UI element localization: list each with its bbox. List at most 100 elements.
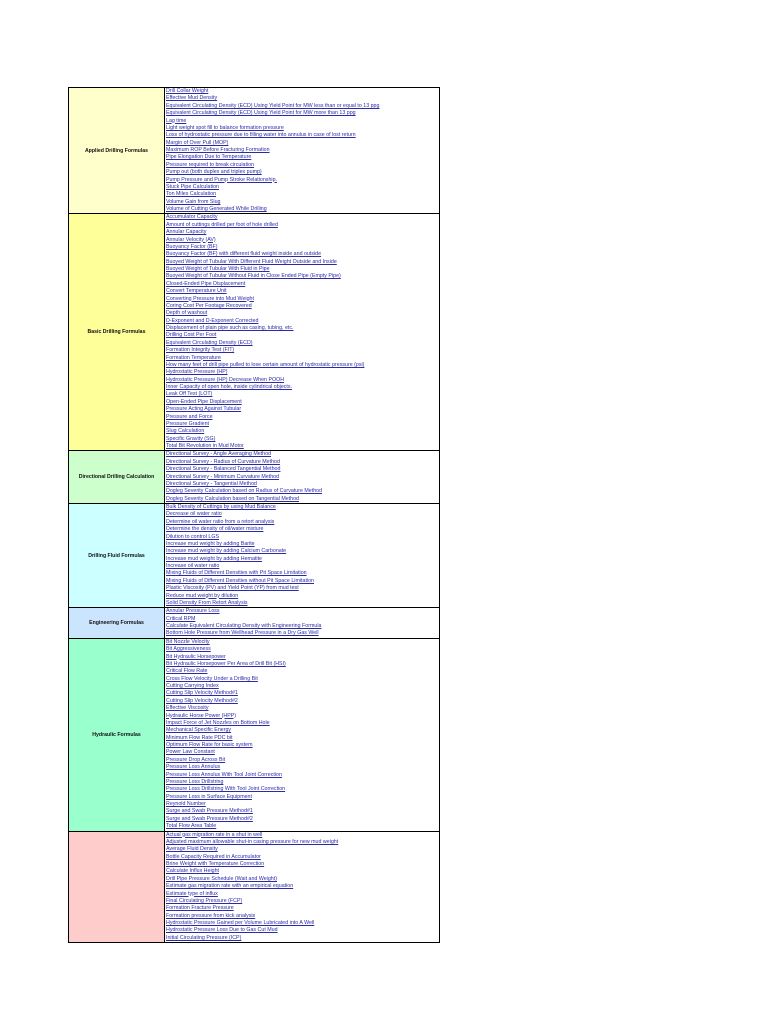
formula-link[interactable]: Critical Flow Rate <box>166 668 208 675</box>
formula-link[interactable]: Margin of Over Pull (MOP) <box>166 139 229 146</box>
formula-link[interactable]: Accumulator Capacity <box>166 214 218 221</box>
formula-link[interactable]: Estimate gas migration rate with an empi… <box>166 883 294 890</box>
formula-link[interactable]: Pressure Loss Drillstring <box>166 778 224 785</box>
formula-link[interactable]: Surge and Swab Pressure Method#2 <box>166 815 253 822</box>
formula-link[interactable]: Actual gas migration rate in a shut in w… <box>166 831 263 838</box>
formula-link[interactable]: Displacement of plain pipe such as casin… <box>166 325 294 331</box>
formula-link[interactable]: Mixing Fluids of Different Densities wit… <box>166 570 307 577</box>
formula-link[interactable]: Annular Capacity <box>166 229 207 236</box>
formula-link[interactable]: Cutting Carrying Index <box>166 683 219 689</box>
formula-link[interactable]: Buoyancy Factor (BF) <box>166 243 218 250</box>
formula-link[interactable]: Ton Miles Calculation <box>166 191 217 198</box>
formula-link[interactable]: Hydrostatic Pressure (HP) <box>166 369 228 376</box>
formula-link[interactable]: How many feet of drill pipe pulled to lo… <box>166 361 365 368</box>
formula-link[interactable]: Drill Pipe Pressure Schedule (Wait and W… <box>166 875 277 882</box>
formula-link[interactable]: Pressure required to break circulation <box>166 161 255 168</box>
formula-link[interactable]: Directional Survey - Radius of Curvature… <box>166 458 280 465</box>
formula-link[interactable]: Formation Integrity Test (FIT) <box>166 347 235 354</box>
formula-link[interactable]: Pipe Elongation Due to Temperature <box>166 154 252 161</box>
formula-link[interactable]: Amount of cuttings drilled per foot of h… <box>166 221 278 228</box>
formula-link[interactable]: Bit Nozzle Velocity <box>166 638 210 645</box>
formula-link[interactable]: Increase mud weight by adding Barite <box>166 540 255 547</box>
formula-link[interactable]: Initial Circulating Pressure (ICP) <box>166 934 242 941</box>
formula-link[interactable]: Effective Mud Density <box>166 95 218 102</box>
formula-link[interactable]: Buoyed Weight of Tubular Without Fluid i… <box>166 273 341 280</box>
formula-link[interactable]: Power Law Constant <box>166 749 215 756</box>
formula-link[interactable]: Depth of washout <box>166 310 208 317</box>
formula-link[interactable]: Annular Velocity (AV) <box>166 236 216 243</box>
formula-link[interactable]: Formation Fracture Pressure <box>166 905 234 912</box>
formula-link[interactable]: Volume of Cutting Generated While Drilli… <box>166 206 267 212</box>
formula-link[interactable]: Final Circulating Pressure (FCP) <box>166 897 243 904</box>
formula-link[interactable]: Directional Survey - Minimum Curvature M… <box>166 473 280 480</box>
formula-link[interactable]: Directional Survey - Balanced Tangential… <box>166 466 281 473</box>
formula-link[interactable]: Reduce mud weight by dilution <box>166 592 239 599</box>
formula-link[interactable]: Brine Weight with Temperature Correction <box>166 861 265 867</box>
formula-link[interactable]: Surge and Swab Pressure Method#1 <box>166 808 253 815</box>
formula-link[interactable]: Effective Viscosity <box>166 705 209 712</box>
formula-link[interactable]: Bit Aggressiveness <box>166 646 211 653</box>
formula-link[interactable]: Determine oil water ratio from a retort … <box>166 518 275 525</box>
formula-link[interactable]: Determine the density of oil/water mixtu… <box>166 526 264 533</box>
formula-link[interactable]: Solid Density From Retort Analysis <box>166 599 248 606</box>
formula-link[interactable]: Closed-Ended Pipe Displacement <box>166 280 246 287</box>
formula-link[interactable]: Maximum ROP Before Fracturing Formation <box>166 147 270 153</box>
formula-link[interactable]: Hydrostatic Pressure Loss Due to Gas Cut… <box>166 927 278 934</box>
formula-link[interactable]: Buoyed Weight of Tubular With Fluid in P… <box>166 266 270 272</box>
formula-link[interactable]: Bit Hydraulic Horsepower Per Area of Dri… <box>166 660 286 667</box>
formula-link[interactable]: Decrease oil water ratio <box>166 511 222 518</box>
formula-link[interactable]: Buoyancy Factor (BF) with different flui… <box>166 251 322 258</box>
formula-link[interactable]: Bulk Density of Cuttings by using Mud Ba… <box>166 504 276 510</box>
formula-link[interactable]: Leak Off Test (LOT) <box>166 391 213 398</box>
formula-link[interactable]: Pressure Loss in Surface Equipment <box>166 793 252 800</box>
formula-link[interactable]: Calculate Equivalent Circulating Density… <box>166 623 322 629</box>
formula-link[interactable]: Pressure Loss Drillstring With Tool Join… <box>166 786 286 793</box>
formula-link[interactable]: Total Flow Area Table <box>166 823 217 830</box>
formula-link[interactable]: Increase oil water ratio <box>166 563 220 569</box>
formula-link[interactable]: Buoyed Weight of Tubular With Different … <box>166 258 337 265</box>
formula-link[interactable]: Annular Pressure Loss <box>166 608 220 615</box>
formula-link[interactable]: Pressure Loss Annulus <box>166 764 221 771</box>
formula-link[interactable]: Inner Capacity of open hole, inside cyli… <box>166 384 293 390</box>
formula-link[interactable]: Pressure Gradient <box>166 420 209 427</box>
formula-link[interactable]: Pressure Drop Across Bit <box>166 756 226 763</box>
formula-link[interactable]: Slug Calculation <box>166 428 205 435</box>
formula-link[interactable]: Impact Force of Jet Nozzles on Bottom Ho… <box>166 719 270 726</box>
formula-link[interactable]: Drilling Cost Per Foot <box>166 332 217 339</box>
formula-link[interactable]: Pressure and Force <box>166 413 213 420</box>
formula-link[interactable]: Bottom Hole Pressure from Wellhead Press… <box>166 630 319 637</box>
formula-link[interactable]: Pump out (both duplex and triplex pump) <box>166 169 262 176</box>
formula-link[interactable]: Open-Ended Pipe Displacement <box>166 398 242 405</box>
formula-link[interactable]: Lag time <box>166 117 187 124</box>
formula-link[interactable]: Converting Pressure into Mud Weight <box>166 295 254 302</box>
formula-link[interactable]: Dilution to control LGS <box>166 533 219 540</box>
formula-link[interactable]: Cross Flow Velocity Under a Drilling Bit <box>166 675 258 682</box>
formula-link[interactable]: Cutting Slip Velocity Method#1 <box>166 690 238 697</box>
formula-link[interactable]: Equivalent Circulating Density (ECD) Usi… <box>166 102 380 109</box>
formula-link[interactable]: Stuck Pipe Calculation <box>166 183 219 190</box>
formula-link[interactable]: Adjusted maximum allowable shut-in casin… <box>166 838 339 845</box>
formula-link[interactable]: Pressure Acting Against Tubular <box>166 406 242 413</box>
formula-link[interactable]: D-Exponent and D-Exponent Corrected <box>166 317 259 324</box>
formula-link[interactable]: Cutting Slip Velocity Method#2 <box>166 697 238 704</box>
formula-link[interactable]: Hydrostatic Pressure (HP) Decrease When … <box>166 376 285 383</box>
formula-link[interactable]: Reynold Number <box>166 801 206 807</box>
formula-link[interactable]: Total Bit Revolution in Mud Motor <box>166 443 244 449</box>
formula-link[interactable]: Hydrostatic Pressure Gained per Volume L… <box>166 920 315 926</box>
formula-link[interactable]: Increase mud weight by adding Calcium Ca… <box>166 548 287 555</box>
formula-link[interactable]: Estimate type of influx <box>166 890 218 897</box>
formula-link[interactable]: Directional Survey - Angle Averaging Met… <box>166 451 272 458</box>
formula-link[interactable]: Specific Gravity (SG) <box>166 435 216 442</box>
formula-link[interactable]: Dogleg Severity Calculation based on Rad… <box>166 488 323 495</box>
formula-link[interactable]: Increase mud weight by adding Hematite <box>166 555 262 562</box>
formula-link[interactable]: Pressure Loss Annulus With Tool Joint Co… <box>166 771 282 778</box>
formula-link[interactable]: Formation pressure from kick analysis <box>166 912 256 919</box>
formula-link[interactable]: Drill Collar Weight <box>166 88 209 94</box>
formula-link[interactable]: Calculate Influx Height <box>166 868 219 875</box>
formula-link[interactable]: Formation Temperature <box>166 354 221 361</box>
formula-link[interactable]: Mixing Fluids of Different Densities wit… <box>166 577 314 584</box>
formula-link[interactable]: Minimum Flow Rate PDC bit <box>166 734 233 741</box>
formula-link[interactable]: Plastic Viscosity (PV) and Yield Point (… <box>166 585 299 592</box>
formula-link[interactable]: Volume Gain from Slug <box>166 198 221 205</box>
formula-link[interactable]: Average Fluid Density <box>166 846 218 853</box>
